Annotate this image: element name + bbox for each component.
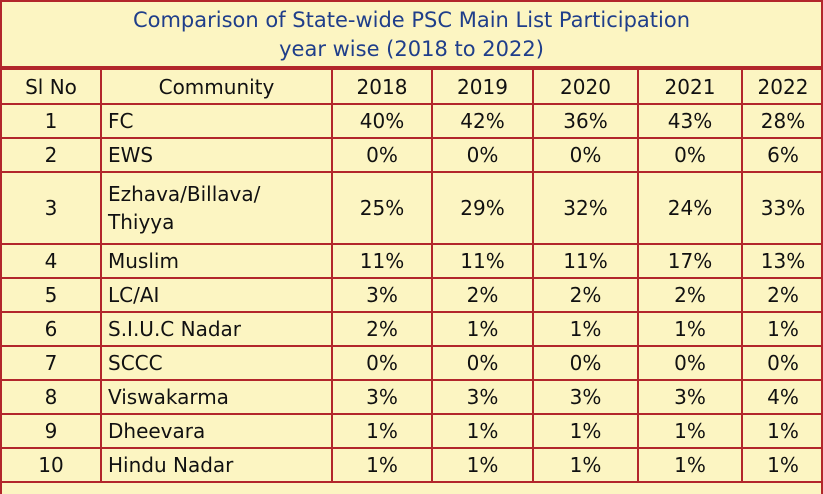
cell-value-2022: 4% <box>741 379 821 415</box>
cell-value-2020: 36% <box>532 103 639 139</box>
cell-value-2019: 11% <box>431 243 534 279</box>
cell-value-2018: 11% <box>331 243 433 279</box>
cell-value-2019: 0% <box>431 345 534 381</box>
table-row: 6 S.I.U.C Nadar 2% 1% 1% 1% 1% <box>2 311 821 347</box>
cell-sl-no: 8 <box>2 379 102 415</box>
cell-value-2018: 0% <box>331 137 433 173</box>
table-row: 10 Hindu Nadar 1% 1% 1% 1% 1% <box>2 447 821 483</box>
cell-community: Viswakarma <box>100 379 333 415</box>
cell-sl-no: 4 <box>2 243 102 279</box>
cell-community: Ezhava/Billava/ Thiyya <box>100 171 333 245</box>
cell-community: Muslim <box>100 243 333 279</box>
cell-community: EWS <box>100 137 333 173</box>
cell-value-2019: 3% <box>431 379 534 415</box>
cell-value-2018: 40% <box>331 103 433 139</box>
header-2022: 2022 <box>741 68 821 105</box>
cell-value-2018: 2% <box>331 311 433 347</box>
cell-sl-no: 5 <box>2 277 102 313</box>
cell-sl-no: 10 <box>2 447 102 483</box>
cell-value-2019: 29% <box>431 171 534 245</box>
cell-value-2022: 1% <box>741 311 821 347</box>
cell-value-2021: 0% <box>637 345 743 381</box>
cell-sl-no: 9 <box>2 413 102 449</box>
cell-value-2021: 2% <box>637 277 743 313</box>
header-2019: 2019 <box>431 68 534 105</box>
table-row: 3 Ezhava/Billava/ Thiyya 25% 29% 32% 24% 33% <box>2 171 821 245</box>
header-community: Community <box>100 68 333 105</box>
cell-value-2018: 3% <box>331 277 433 313</box>
table-row: 8 Viswakarma 3% 3% 3% 3% 4% <box>2 379 821 415</box>
table-row: 4 Muslim 11% 11% 11% 17% 13% <box>2 243 821 279</box>
header-2018: 2018 <box>331 68 433 105</box>
cell-sl-no: 1 <box>2 103 102 139</box>
cell-community: LC/AI <box>100 277 333 313</box>
cell-sl-no: 7 <box>2 345 102 381</box>
cell-value-2018: 25% <box>331 171 433 245</box>
cell-sl-no: 2 <box>2 137 102 173</box>
header-row: Sl No Community 2018 2019 2020 2021 2022 <box>2 68 821 105</box>
table-row: 2 EWS 0% 0% 0% 0% 6% <box>2 137 821 173</box>
cell-value-2019: 1% <box>431 311 534 347</box>
cell-value-2020: 11% <box>532 243 639 279</box>
cell-value-2022: 2% <box>741 277 821 313</box>
table-title: Comparison of State-wide PSC Main List P… <box>2 2 821 68</box>
title-line-2: year wise (2018 to 2022) <box>279 37 544 61</box>
header-sl-no: Sl No <box>2 68 102 105</box>
cell-value-2021: 1% <box>637 413 743 449</box>
cell-value-2020: 2% <box>532 277 639 313</box>
table-row: 5 LC/AI 3% 2% 2% 2% 2% <box>2 277 821 313</box>
cell-community: SCCC <box>100 345 333 381</box>
cell-community: S.I.U.C Nadar <box>100 311 333 347</box>
header-2021: 2021 <box>637 68 743 105</box>
cell-value-2021: 3% <box>637 379 743 415</box>
cell-value-2021: 17% <box>637 243 743 279</box>
cell-value-2020: 32% <box>532 171 639 245</box>
table-row: 7 SCCC 0% 0% 0% 0% 0% <box>2 345 821 381</box>
cell-value-2020: 3% <box>532 379 639 415</box>
cell-value-2019: 0% <box>431 137 534 173</box>
cell-value-2020: 0% <box>532 137 639 173</box>
cell-community: Dheevara <box>100 413 333 449</box>
cell-value-2022: 1% <box>741 447 821 483</box>
cell-value-2021: 0% <box>637 137 743 173</box>
cell-value-2022: 28% <box>741 103 821 139</box>
cell-value-2022: 0% <box>741 345 821 381</box>
cell-value-2022: 6% <box>741 137 821 173</box>
cell-value-2020: 1% <box>532 447 639 483</box>
table-row: 9 Dheevara 1% 1% 1% 1% 1% <box>2 413 821 449</box>
cell-sl-no: 3 <box>2 171 102 245</box>
cell-value-2018: 0% <box>331 345 433 381</box>
cell-value-2018: 1% <box>331 413 433 449</box>
cell-value-2019: 1% <box>431 413 534 449</box>
cell-value-2019: 1% <box>431 447 534 483</box>
cell-value-2020: 0% <box>532 345 639 381</box>
table-row: 1 FC 40% 42% 36% 43% 28% <box>2 103 821 139</box>
cell-value-2021: 43% <box>637 103 743 139</box>
cell-value-2018: 1% <box>331 447 433 483</box>
cell-value-2021: 24% <box>637 171 743 245</box>
cell-value-2019: 42% <box>431 103 534 139</box>
data-table: Sl No Community 2018 2019 2020 2021 2022… <box>2 68 821 483</box>
cell-value-2022: 33% <box>741 171 821 245</box>
header-2020: 2020 <box>532 68 639 105</box>
cell-community: Hindu Nadar <box>100 447 333 483</box>
cell-community: FC <box>100 103 333 139</box>
cell-value-2022: 13% <box>741 243 821 279</box>
cell-value-2022: 1% <box>741 413 821 449</box>
cell-value-2021: 1% <box>637 311 743 347</box>
cell-value-2021: 1% <box>637 447 743 483</box>
cell-value-2019: 2% <box>431 277 534 313</box>
cell-value-2020: 1% <box>532 413 639 449</box>
table-body: 1 FC 40% 42% 36% 43% 28% 2 EWS 0% 0% 0% 0% 6% 3 Ezhava/… <box>2 103 821 483</box>
title-line-1: Comparison of State-wide PSC Main List P… <box>132 8 691 32</box>
cell-value-2018: 3% <box>331 379 433 415</box>
cell-sl-no: 6 <box>2 311 102 347</box>
cell-value-2020: 1% <box>532 311 639 347</box>
